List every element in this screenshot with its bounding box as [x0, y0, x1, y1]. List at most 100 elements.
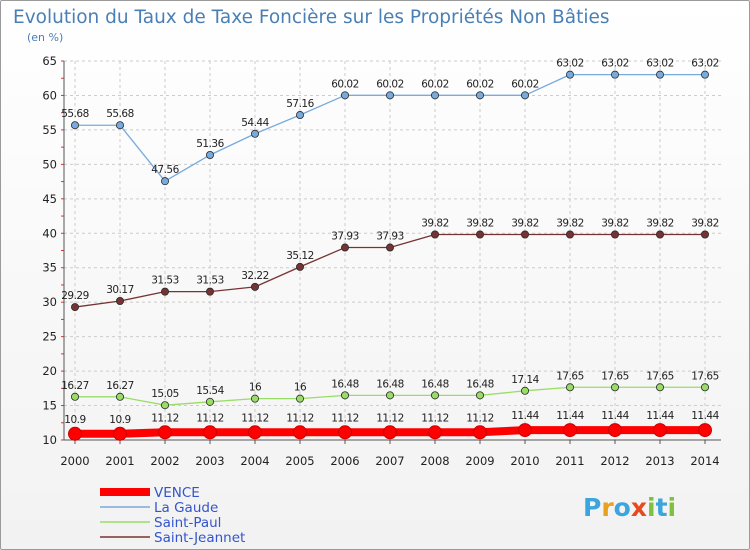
data-label: 31.53 [151, 275, 179, 287]
series-vence: 10.9 10.9 11.12 11.12 11.12 11.12 11.12 11.12 11… [64, 410, 720, 441]
data-point [205, 287, 214, 296]
data-point [475, 91, 484, 100]
series-saint-paul: 16.27 16.27 15.05 15.54 16 16 16.48 16.48 16.48 1… [61, 370, 719, 410]
logo-letter: x [631, 493, 647, 522]
data-point [158, 425, 172, 440]
x-tick-label: 2010 [510, 454, 539, 468]
data-label: 11.44 [511, 410, 539, 422]
logo-letter: i [647, 493, 656, 522]
data-label: 63.02 [556, 58, 584, 70]
data-point [116, 297, 125, 306]
data-label: 16 [294, 382, 307, 394]
data-point [473, 425, 487, 440]
x-tick-label: 2005 [285, 454, 314, 468]
data-label: 39.82 [691, 218, 719, 230]
data-point [566, 230, 575, 239]
data-point [430, 230, 439, 239]
data-point [160, 287, 169, 296]
data-label: 16.48 [331, 378, 359, 390]
data-point [385, 243, 394, 252]
logo-letter: i [668, 493, 677, 522]
data-point [611, 230, 620, 239]
data-label: 11.12 [331, 412, 359, 424]
legend-item: VENCE [100, 485, 200, 501]
data-point [295, 394, 304, 403]
data-point [653, 423, 667, 438]
data-point [293, 425, 307, 440]
data-label: 60.02 [466, 78, 494, 90]
data-label: 16.27 [106, 380, 134, 392]
y-unit-label: (en %) [27, 31, 63, 44]
data-label: 54.44 [241, 117, 269, 129]
data-label: 17.65 [556, 370, 584, 382]
data-label: 39.82 [466, 218, 494, 230]
proxiti-logo: Proxiti [583, 493, 676, 522]
data-label: 30.17 [106, 284, 134, 296]
data-point [698, 423, 712, 438]
x-tick-label: 2009 [465, 454, 494, 468]
data-label: 32.22 [241, 270, 269, 282]
data-point [430, 91, 439, 100]
data-label: 39.82 [556, 218, 584, 230]
data-point [608, 423, 622, 438]
data-point [475, 391, 484, 400]
data-label: 11.44 [646, 410, 674, 422]
data-label: 11.44 [556, 410, 584, 422]
data-point [295, 111, 304, 120]
data-label: 16.27 [61, 380, 89, 392]
x-tick-label: 2001 [105, 454, 134, 468]
y-tick-label: 60 [42, 88, 57, 102]
legend-label: Saint-Jeannet [154, 530, 245, 546]
data-point [71, 121, 80, 130]
data-label: 17.65 [646, 370, 674, 382]
data-point [68, 426, 82, 441]
legend-item: Saint-Paul [100, 515, 221, 531]
data-label: 57.16 [286, 98, 314, 110]
data-point [518, 423, 532, 438]
data-point [656, 383, 665, 392]
data-label: 11.12 [151, 412, 179, 424]
y-tick-label: 15 [42, 399, 57, 413]
data-point [566, 70, 575, 79]
legend-label: La Gaude [154, 500, 218, 516]
data-point [338, 425, 352, 440]
logo-letter: P [583, 493, 601, 522]
data-point [521, 91, 530, 100]
x-tick-label: 2006 [330, 454, 359, 468]
data-label: 11.12 [466, 412, 494, 424]
data-point [385, 391, 394, 400]
legend-item: Saint-Jeannet [100, 530, 245, 546]
logo-letter: r [601, 493, 614, 522]
data-label: 63.02 [691, 58, 719, 70]
y-tick-label: 50 [42, 157, 57, 171]
legend-item: La Gaude [100, 500, 218, 516]
data-label: 11.12 [241, 412, 269, 424]
data-label: 16.48 [466, 378, 494, 390]
data-label: 10.9 [109, 414, 130, 426]
y-tick-label: 25 [42, 330, 57, 344]
data-point [656, 70, 665, 79]
data-label: 60.02 [421, 78, 449, 90]
x-tick-label: 2014 [690, 454, 719, 468]
y-tick-label: 65 [42, 54, 57, 68]
data-point [428, 425, 442, 440]
logo-letter: o [614, 493, 631, 522]
legend-label: VENCE [154, 485, 200, 501]
data-label: 11.12 [421, 412, 449, 424]
data-point [116, 121, 125, 130]
data-label: 60.02 [511, 78, 539, 90]
data-label: 11.12 [196, 412, 224, 424]
data-point [566, 383, 575, 392]
data-label: 63.02 [646, 58, 674, 70]
axes: 10 15 20 25 30 35 40 45 50 55 60 65 2000 2001 2002 2003… [42, 54, 721, 468]
data-point [383, 425, 397, 440]
x-tick-label: 2013 [645, 454, 674, 468]
data-point [701, 70, 710, 79]
x-tick-label: 2002 [150, 454, 179, 468]
y-tick-label: 20 [42, 364, 57, 378]
data-label: 15.05 [151, 388, 179, 400]
data-label: 39.82 [646, 218, 674, 230]
series-saint-jeannet: 29.29 30.17 31.53 31.53 32.22 35.12 37.93 37.93… [61, 218, 719, 312]
data-label: 47.56 [151, 164, 179, 176]
